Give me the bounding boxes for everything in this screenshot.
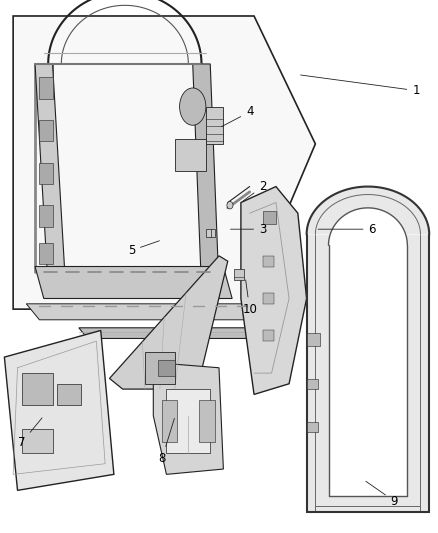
- Bar: [145, 352, 175, 384]
- Text: 6: 6: [318, 223, 376, 236]
- Polygon shape: [13, 16, 315, 309]
- Bar: [39, 77, 53, 99]
- Bar: [307, 379, 318, 389]
- Bar: [166, 389, 210, 453]
- Text: 10: 10: [242, 280, 257, 316]
- Bar: [307, 333, 320, 346]
- Text: 5: 5: [128, 241, 159, 257]
- Text: 3: 3: [230, 223, 266, 236]
- Polygon shape: [328, 245, 407, 496]
- Polygon shape: [193, 64, 219, 288]
- Text: 9: 9: [366, 481, 398, 507]
- Bar: [162, 400, 177, 442]
- Polygon shape: [328, 208, 407, 245]
- Polygon shape: [35, 266, 232, 298]
- Polygon shape: [153, 362, 223, 474]
- Bar: [39, 205, 53, 227]
- Bar: [39, 163, 53, 184]
- Bar: [57, 384, 81, 405]
- Bar: [263, 256, 274, 266]
- Bar: [206, 107, 223, 144]
- Polygon shape: [307, 187, 429, 235]
- Bar: [234, 269, 244, 280]
- Polygon shape: [26, 304, 267, 320]
- Bar: [39, 243, 53, 264]
- Bar: [22, 429, 53, 453]
- Bar: [22, 373, 53, 405]
- Bar: [263, 293, 274, 304]
- Bar: [158, 360, 175, 376]
- Text: 7: 7: [18, 418, 42, 449]
- Text: 4: 4: [222, 106, 254, 127]
- Polygon shape: [241, 187, 307, 394]
- Bar: [263, 211, 276, 224]
- Polygon shape: [79, 328, 293, 338]
- Circle shape: [227, 201, 233, 209]
- Bar: [175, 139, 206, 171]
- Bar: [307, 422, 318, 432]
- Text: 8: 8: [159, 418, 174, 465]
- Polygon shape: [110, 256, 228, 389]
- Bar: [263, 330, 274, 341]
- Bar: [199, 400, 215, 442]
- Text: 1: 1: [300, 75, 420, 97]
- Bar: [39, 120, 53, 141]
- Text: 2: 2: [243, 180, 267, 201]
- Ellipse shape: [180, 88, 206, 125]
- Polygon shape: [307, 235, 429, 512]
- Polygon shape: [35, 64, 66, 288]
- Bar: [206, 229, 215, 237]
- Polygon shape: [4, 330, 114, 490]
